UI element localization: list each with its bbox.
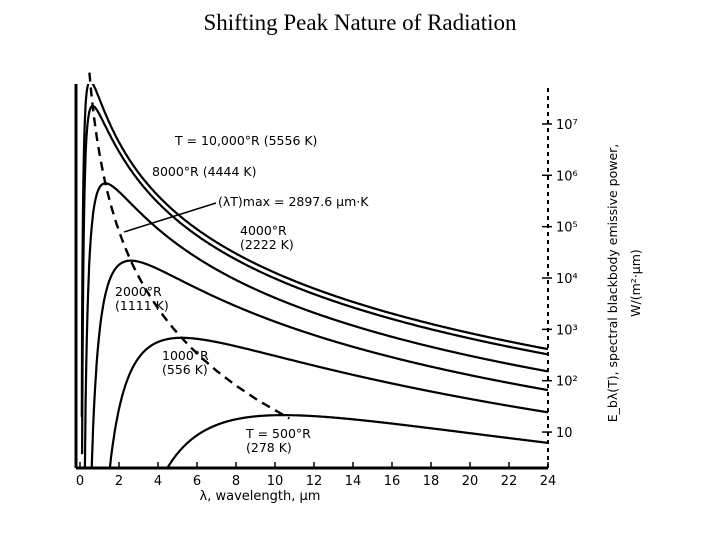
x-tick-label: 22 <box>501 474 518 489</box>
x-tick-label: 6 <box>193 474 201 489</box>
curve-2222K <box>83 182 548 468</box>
curve-label-sub: (2222 K) <box>240 237 294 252</box>
curve-1111K <box>90 259 548 468</box>
x-tick-label: 10 <box>267 474 284 489</box>
curve-label-sub: (1111 K) <box>115 298 169 313</box>
tick-marks <box>79 123 552 468</box>
peak-locus <box>88 72 290 420</box>
y-tick-label: 10⁷ <box>556 118 578 133</box>
curve-label: T = 500°R <box>245 426 311 441</box>
x-tick-label: 20 <box>462 474 479 489</box>
x-tick-label: 24 <box>540 474 557 489</box>
x-tick-label: 4 <box>154 474 162 489</box>
annotation-pointer <box>123 202 217 233</box>
x-tick-label: 8 <box>232 474 240 489</box>
y-axis-label-line1: E_bλ(T), spectral blackbody emissive pow… <box>605 144 620 423</box>
y-tick-label: 10⁶ <box>556 169 578 184</box>
curve-label: 8000°R (4444 K) <box>152 164 256 179</box>
y-axis-label-line2: W/(m²·μm) <box>628 249 643 317</box>
x-tick-label: 2 <box>115 474 123 489</box>
y-tick-label: 10 <box>556 426 573 441</box>
y-tick-label: 10⁴ <box>556 272 578 287</box>
x-tick-label: 0 <box>76 474 84 489</box>
x-tick-label: 18 <box>423 474 440 489</box>
y-tick-label: 10⁵ <box>556 221 578 236</box>
curve-label-sub: (556 K) <box>162 362 208 377</box>
wien-annotation: (λT)max = 2897.6 μm·K <box>218 194 369 209</box>
tick-labels: 0 2 4 6 8 10 12 14 16 18 20 22 241010²10³10⁴10⁵10⁶10… <box>76 118 578 489</box>
curve-label: T = 10,000°R (5556 K) <box>174 133 317 148</box>
y-tick-label: 10² <box>556 375 578 390</box>
x-axis-label: λ, wavelength, μm <box>200 489 321 504</box>
x-tick-label: 14 <box>345 474 362 489</box>
curve-278K <box>166 414 548 468</box>
curve-label: 1000°R <box>162 348 209 363</box>
curve-label: 4000°R <box>240 223 287 238</box>
y-tick-label: 10³ <box>556 323 578 338</box>
x-tick-label: 12 <box>306 474 323 489</box>
curve-label-sub: (278 K) <box>246 440 292 455</box>
slide-title: Shifting Peak Nature of Radiation <box>203 10 517 35</box>
curves <box>80 84 548 468</box>
curve-5556K <box>80 84 548 417</box>
curve-labels: T = 10,000°R (5556 K) 8000°R (4444 K) 4000… <box>115 133 369 455</box>
axis-labels: λ, wavelength, μm E_bλ(T), spectral black… <box>200 144 643 504</box>
x-tick-label: 16 <box>384 474 401 489</box>
curve-label: 2000°R <box>115 284 162 299</box>
peak-locus-line <box>88 72 290 420</box>
curve-4444K <box>81 105 548 455</box>
